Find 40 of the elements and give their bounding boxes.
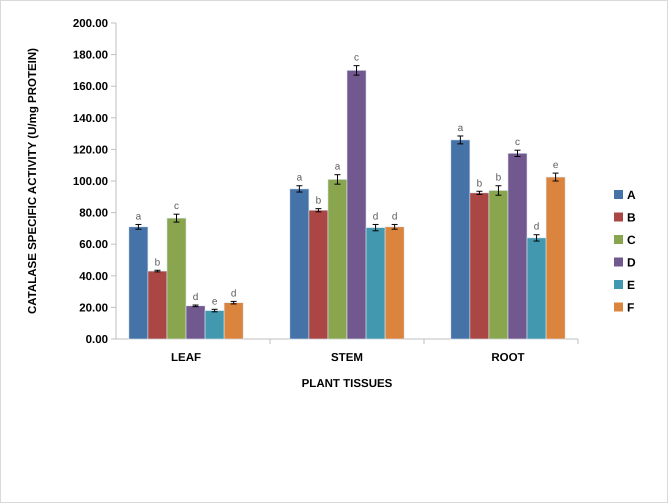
data-label: a <box>296 172 303 184</box>
data-label: d <box>392 211 398 222</box>
legend-label: F <box>627 300 634 315</box>
x-axis-title: PLANT TISSUES <box>302 378 393 390</box>
legend-label: C <box>627 233 636 248</box>
data-label: b <box>476 178 483 190</box>
x-tick-label: STEM <box>331 352 363 364</box>
y-tick-label: 40.00 <box>79 270 108 283</box>
data-label: a <box>334 162 341 173</box>
legend-label: B <box>627 210 636 225</box>
data-label: d <box>192 292 198 304</box>
y-tick-label: 100.00 <box>72 176 108 188</box>
data-label: d <box>534 222 540 233</box>
legend-label: D <box>627 256 636 270</box>
legend-label: A <box>627 188 636 202</box>
y-tick-label: 160.00 <box>72 81 108 94</box>
data-label: d <box>230 288 236 300</box>
data-label: c <box>515 137 520 148</box>
data-label: c <box>354 52 360 64</box>
data-label: b <box>496 172 502 184</box>
y-tick-label: 0.00 <box>86 334 108 346</box>
y-tick-label: 80.00 <box>79 208 108 220</box>
legend-label: E <box>627 278 636 292</box>
y-tick-label: 120.00 <box>72 144 108 156</box>
data-label: e <box>212 296 218 308</box>
data-label: d <box>372 211 378 222</box>
x-tick-label: LEAF <box>171 352 202 364</box>
data-label: c <box>174 201 179 212</box>
y-axis-title: CATALASE SPECIFIC ACTIVITY (U/mg PROTEIN) <box>27 48 39 314</box>
y-tick-label: 200.00 <box>72 18 108 30</box>
y-tick-label: 20.00 <box>79 302 108 314</box>
data-label: b <box>316 196 322 207</box>
data-label: b <box>154 257 161 268</box>
y-tick-label: 180.00 <box>72 50 108 62</box>
x-tick-label: ROOT <box>491 352 525 364</box>
y-tick-label: 140.00 <box>72 112 108 125</box>
data-label: a <box>458 122 464 134</box>
y-tick-label: 60.00 <box>79 239 108 252</box>
data-label: a <box>136 211 142 222</box>
data-label: e <box>552 160 559 172</box>
